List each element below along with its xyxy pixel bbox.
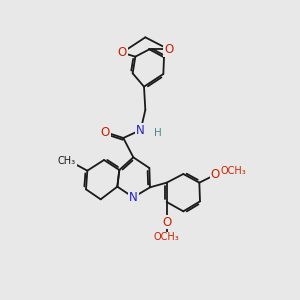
Text: O: O [162,215,171,229]
Text: N: N [129,191,138,204]
Text: H: H [154,128,162,138]
Text: OCH₃: OCH₃ [220,166,246,176]
Text: N: N [136,124,145,136]
Text: O: O [164,43,173,56]
Text: O: O [211,168,220,181]
Text: O: O [100,125,109,139]
Text: OCH₃: OCH₃ [154,232,179,242]
Text: O: O [117,46,127,59]
Text: CH₃: CH₃ [58,156,76,166]
